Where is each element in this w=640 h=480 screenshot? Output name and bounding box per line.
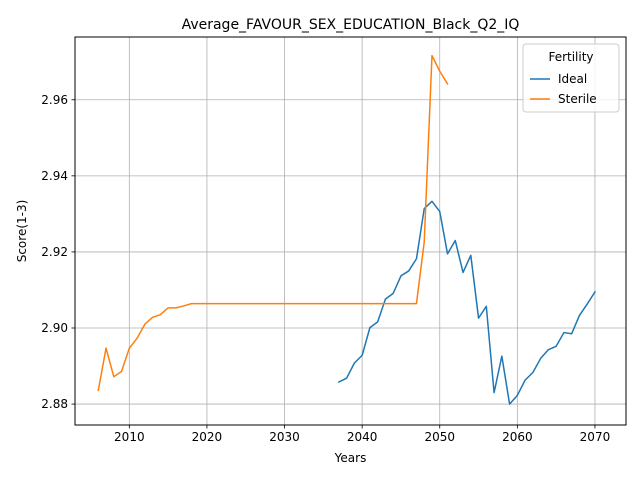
y-axis-label: Score(1-3)	[15, 200, 29, 263]
x-tick-label: 2030	[269, 430, 300, 444]
y-tick-label: 2.88	[41, 397, 68, 411]
legend-label-ideal: Ideal	[558, 72, 587, 86]
y-tick-label: 2.90	[41, 321, 68, 335]
y-tick-label: 2.92	[41, 245, 68, 259]
x-axis-label: Years	[334, 451, 367, 465]
y-tick-label: 2.96	[41, 93, 68, 107]
x-tick-label: 2040	[347, 430, 378, 444]
legend-box	[522, 43, 620, 113]
chart-title: Average_FAVOUR_SEX_EDUCATION_Black_Q2_IQ	[182, 17, 520, 33]
legend-title: Fertility	[548, 50, 593, 64]
x-tick-label: 2070	[580, 430, 611, 444]
legend-label-sterile: Sterile	[558, 92, 597, 106]
x-tick-label: 2020	[192, 430, 223, 444]
series-line-sterile	[97, 54, 449, 392]
series-line-ideal	[337, 200, 596, 405]
plot-frame	[74, 36, 627, 426]
legend: Fertility Ideal Sterile	[522, 43, 620, 113]
grid	[75, 37, 626, 425]
series-lines	[97, 54, 596, 405]
y-tick-label: 2.94	[41, 169, 68, 183]
axis-ticks: 2010 2020 2030 2040 2050 2060 2070 2.88 2.90 2.92…	[41, 93, 610, 444]
x-tick-label: 2010	[114, 430, 145, 444]
x-tick-label: 2060	[502, 430, 533, 444]
x-tick-label: 2050	[424, 430, 455, 444]
